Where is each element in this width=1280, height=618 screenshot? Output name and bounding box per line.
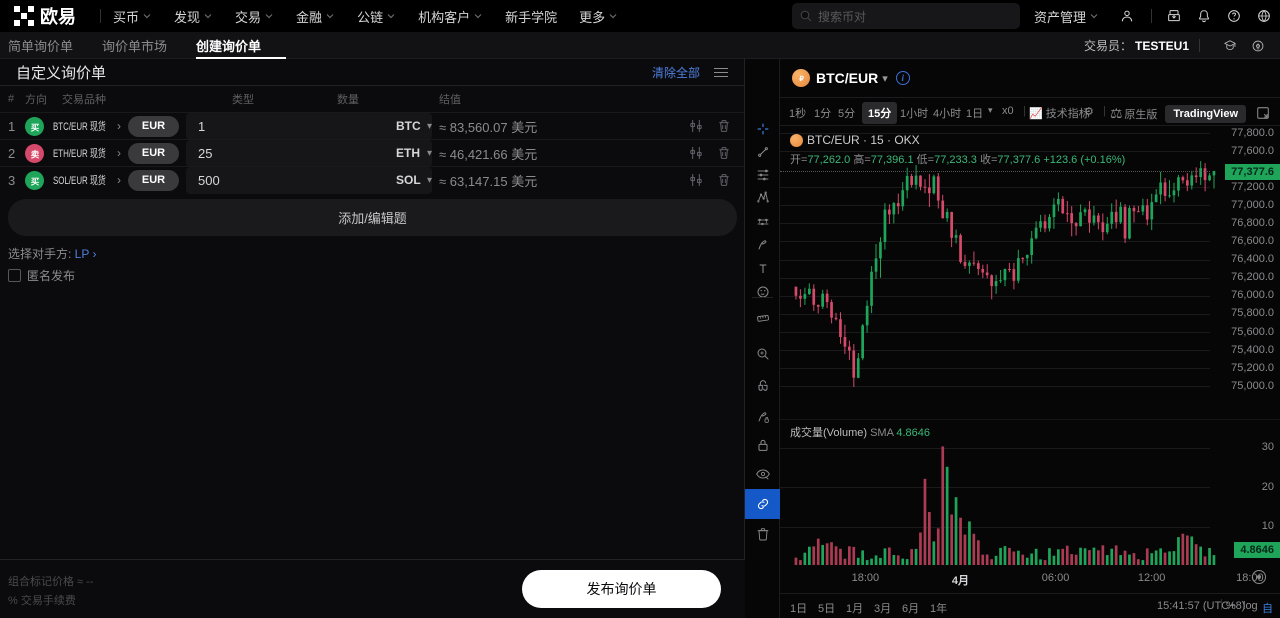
svg-text:₽: ₽ [799,74,804,82]
